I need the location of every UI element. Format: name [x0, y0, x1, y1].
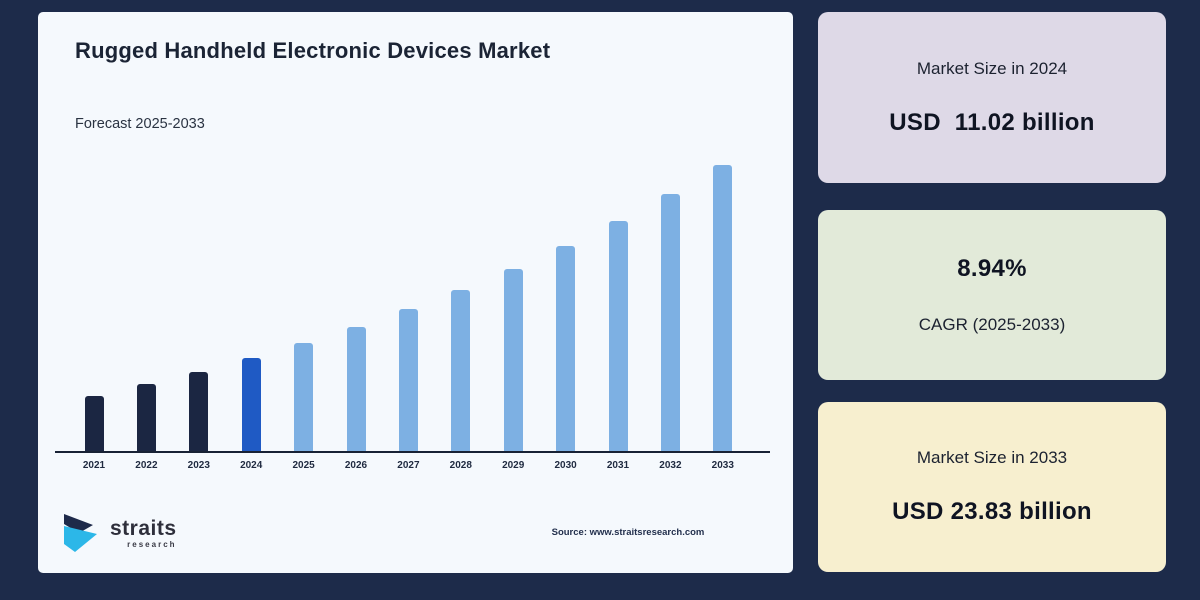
stat-panel-market-size-2033: Market Size in 2033 USD 23.83 billion	[818, 402, 1166, 572]
bar-2032	[660, 194, 680, 452]
x-tick-2028: 2028	[449, 460, 472, 471]
chart-card: Rugged Handheld Electronic Devices Marke…	[38, 12, 793, 573]
x-tick-2033: 2033	[711, 460, 734, 471]
x-tick-2032: 2032	[659, 460, 682, 471]
stat-panels: Market Size in 2024 USD 11.02 billion 8.…	[818, 12, 1166, 573]
panel-value: USD 11.02 billion	[889, 108, 1095, 136]
bar-2033	[713, 165, 733, 452]
bar-2024	[241, 358, 261, 452]
stat-panel-market-size-2024: Market Size in 2024 USD 11.02 billion	[818, 12, 1166, 183]
x-tick-2027: 2027	[397, 460, 420, 471]
logo-arrow-icon	[64, 514, 97, 552]
x-tick-2025: 2025	[292, 460, 315, 471]
stat-panel-cagr: 8.94% CAGR (2025-2033)	[818, 210, 1166, 380]
bar-2029	[503, 269, 523, 452]
x-tick-2029: 2029	[502, 460, 525, 471]
x-tick-2026: 2026	[344, 460, 368, 471]
bar-2022	[136, 384, 156, 452]
logo-subtitle: research	[127, 539, 177, 549]
panel-label: CAGR (2025-2033)	[918, 315, 1066, 334]
chart-subtitle: Forecast 2025-2033	[75, 116, 205, 132]
bar-2031	[608, 221, 628, 452]
source-note: Source: www.straitsresearch.com	[551, 527, 705, 538]
bar-2027	[398, 309, 418, 452]
logo-name: straits	[110, 516, 177, 540]
x-tick-2024: 2024	[240, 460, 263, 471]
logo-text: straits research	[110, 518, 177, 549]
panel-value: 8.94%	[957, 255, 1027, 282]
x-axis-line	[55, 451, 770, 453]
bar-2028	[451, 290, 471, 452]
x-tick-2022: 2022	[135, 460, 158, 471]
x-tick-2021: 2021	[82, 460, 106, 471]
bar-2025	[294, 343, 314, 452]
page-title: Rugged Handheld Electronic Devices Marke…	[75, 38, 551, 63]
bar-2030	[556, 246, 576, 452]
panel-value: USD 23.83 billion	[892, 498, 1092, 525]
bar-2023	[189, 372, 209, 452]
x-tick-2023: 2023	[187, 460, 210, 471]
bar-chart: 2021 2022 2023 2024 2025 2026 2027 2028 2029 2030…	[55, 12, 770, 471]
x-tick-2031: 2031	[606, 460, 630, 471]
panel-label: Market Size in 2024	[916, 58, 1068, 78]
panel-label: Market Size in 2033	[916, 448, 1068, 467]
x-tick-2030: 2030	[554, 460, 577, 471]
bar-2026	[346, 327, 366, 452]
bar-2021	[84, 396, 104, 452]
straits-research-logo: straits research	[60, 510, 177, 556]
